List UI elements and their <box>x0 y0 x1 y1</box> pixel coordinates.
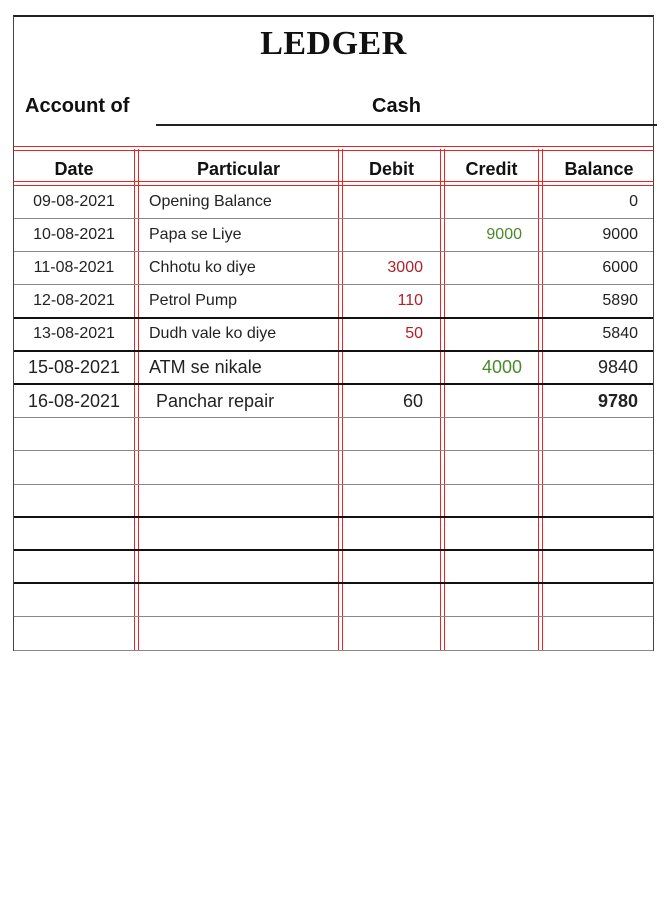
cell-date: 11-08-2021 <box>33 259 115 277</box>
account-value: Cash <box>156 95 657 126</box>
cell-debit <box>339 186 423 218</box>
table-row: 09-08-2021 Opening Balance 0 <box>14 186 653 219</box>
table-row: 10-08-2021 Papa se Liye 9000 9000 <box>14 219 653 253</box>
column-divider <box>134 149 139 650</box>
cell-balance: 9780 <box>597 390 638 411</box>
cell-balance: 9000 <box>602 226 638 244</box>
cell-date: 13-08-2021 <box>33 325 115 343</box>
cell-particular: Petrol Pump <box>149 292 238 310</box>
cell-balance: 0 <box>629 193 638 210</box>
header-debit: Debit <box>369 158 414 179</box>
cell-date: 10-08-2021 <box>33 226 115 244</box>
cell-particular: Chhotu ko diye <box>149 259 256 277</box>
empty-row <box>14 485 653 518</box>
cell-credit <box>444 385 522 417</box>
cell-particular: Papa se Liye <box>149 226 242 244</box>
cell-particular: Panchar repair <box>156 390 275 411</box>
cell-particular: Dudh vale ko diye <box>149 325 277 343</box>
header-top-rule <box>14 146 653 151</box>
cell-debit: 110 <box>397 292 423 310</box>
table-row: 16-08-2021 Panchar repair 60 9780 <box>14 385 653 419</box>
cell-debit: 50 <box>405 325 423 343</box>
column-divider <box>440 149 445 650</box>
empty-row <box>14 618 653 651</box>
cell-date: 15-08-2021 <box>27 357 121 377</box>
ledger-sheet: LEDGER Account of Cash Date Particular D… <box>13 15 657 651</box>
cell-particular: Opening Balance <box>149 193 272 210</box>
cell-debit <box>339 352 423 383</box>
header-date: Date <box>54 158 94 179</box>
cell-balance: 5840 <box>602 325 638 343</box>
empty-row <box>14 418 653 452</box>
cell-date: 09-08-2021 <box>33 193 115 210</box>
cell-date: 16-08-2021 <box>27 390 121 411</box>
empty-row <box>14 452 653 485</box>
column-divider <box>338 149 343 650</box>
cell-credit <box>444 252 522 284</box>
table-row: 12-08-2021 Petrol Pump 110 5890 <box>14 286 653 319</box>
cell-credit <box>444 319 522 350</box>
cell-debit: 60 <box>402 390 423 411</box>
header-balance: Balance <box>564 158 634 179</box>
header-particular: Particular <box>196 158 281 179</box>
cell-credit <box>444 186 522 218</box>
table-row: 11-08-2021 Chhotu ko diye 3000 6000 <box>14 252 653 286</box>
cell-debit: 3000 <box>387 259 423 277</box>
cell-balance: 5890 <box>602 292 638 310</box>
cell-credit: 4000 <box>481 357 522 377</box>
table-row: 15-08-2021 ATM se nikale 4000 9840 <box>14 352 653 385</box>
ledger-title: LEDGER <box>260 25 407 62</box>
cell-date: 12-08-2021 <box>33 292 115 310</box>
column-divider <box>538 149 543 650</box>
cell-balance: 6000 <box>602 259 638 277</box>
header-credit: Credit <box>465 158 518 179</box>
table-row: 13-08-2021 Dudh vale ko diye 50 5840 <box>14 319 653 352</box>
cell-credit <box>444 286 522 317</box>
cell-balance: 9840 <box>597 357 638 377</box>
empty-row <box>14 551 653 585</box>
empty-row <box>14 518 653 551</box>
empty-row <box>14 584 653 618</box>
cell-debit <box>339 219 423 251</box>
cell-particular: ATM se nikale <box>149 357 262 377</box>
header-bottom-rule <box>14 181 653 186</box>
cell-credit: 9000 <box>486 226 522 244</box>
account-label: Account of <box>25 95 130 117</box>
